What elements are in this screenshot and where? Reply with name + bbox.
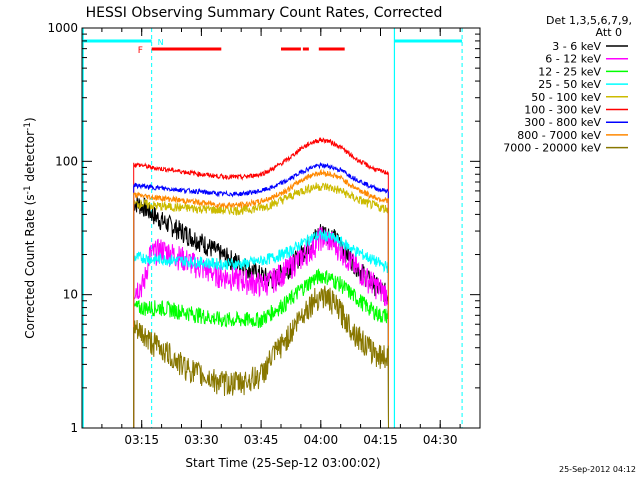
x-tick-label: 04:15 (363, 433, 398, 447)
series-line-7 (133, 168, 389, 429)
flag-label-n: N (158, 38, 164, 47)
series-line-6 (133, 161, 389, 429)
flag-label-f: F (138, 46, 143, 56)
legend-label: 100 - 300 keV (524, 104, 601, 117)
legend-label: 25 - 50 keV (538, 78, 601, 91)
y-tick-label: 1 (70, 421, 78, 435)
x-tick-label: 03:45 (244, 433, 279, 447)
y-axis-label-main: Corrected Count Rate (s (23, 194, 37, 338)
series-line-5 (133, 136, 389, 429)
series-line-4 (133, 182, 389, 429)
chart-marks (133, 136, 389, 429)
y-tick-label: 100 (55, 154, 78, 168)
legend-label: 50 - 100 keV (531, 91, 601, 104)
series-line-8 (133, 285, 389, 429)
legend-label: 3 - 6 keV (552, 40, 601, 53)
x-tick-label: 03:30 (184, 433, 219, 447)
x-tick-label: 04:00 (304, 433, 339, 447)
legend-label: 6 - 12 keV (545, 53, 601, 66)
y-axis-label-sup2: -1 (23, 122, 33, 131)
legend-header-detectors: Det 1,3,5,6,7,9, (546, 14, 632, 27)
plot-frame (81, 27, 481, 429)
plot-area: NF (82, 28, 463, 428)
x-axis-label: Start Time (25-Sep-12 03:00:02) (185, 456, 380, 470)
y-axis-label-mid: detector (23, 131, 37, 186)
series-line-2 (133, 268, 389, 429)
y-tick-label: 10 (63, 288, 78, 302)
chart-axes: 1 10 100 1000 03:15 03:30 03:45 04:00 04:15 04:30 (47, 21, 481, 447)
x-tick-label: 04:30 (423, 433, 458, 447)
y-axis-label: Corrected Count Rate (s-1 detector-1) (23, 117, 37, 338)
footer-timestamp: 25-Sep-2012 04:12 (559, 465, 636, 474)
y-axis-label-sup1: -1 (23, 185, 33, 194)
x-tick-label: 03:15 (124, 433, 159, 447)
legend-header-attenuator: Att 0 (596, 26, 622, 39)
series-line-3 (133, 229, 389, 429)
y-tick-label: 1000 (47, 21, 78, 35)
y-axis-label-end: ) (23, 117, 37, 122)
legend-label: 7000 - 20000 keV (503, 142, 601, 155)
legend-label: 300 - 800 keV (524, 116, 601, 129)
chart-title: HESSI Observing Summary Count Rates, Cor… (86, 5, 443, 21)
legend-label: 800 - 7000 keV (517, 129, 601, 142)
series-line-1 (133, 226, 389, 429)
legend-label: 12 - 25 keV (538, 65, 601, 78)
